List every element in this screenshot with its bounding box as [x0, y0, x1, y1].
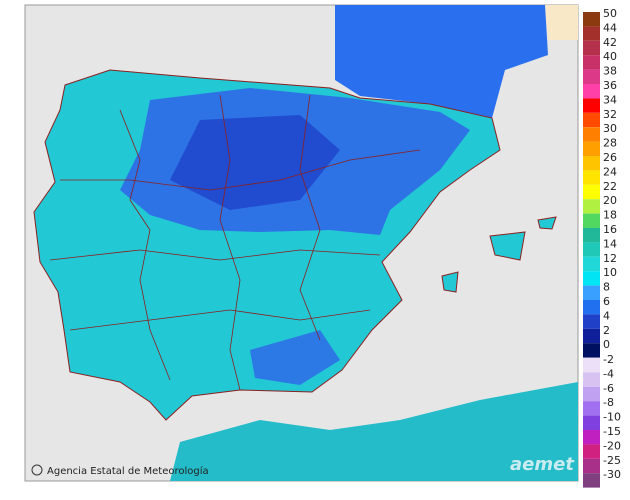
legend-label: -15: [603, 425, 621, 438]
legend-swatch: [583, 112, 600, 128]
legend-label: 16: [603, 223, 617, 236]
legend-label: 12: [603, 252, 617, 265]
legend-swatch: [583, 156, 600, 171]
legend-label: 24: [603, 165, 617, 178]
legend-swatch: [583, 228, 600, 243]
legend-swatch: [583, 256, 600, 272]
legend-label: -25: [603, 454, 621, 467]
legend-label: -8: [603, 396, 614, 409]
legend-swatch: [583, 300, 600, 315]
legend-swatch: [583, 84, 600, 99]
legend-label: 36: [603, 79, 617, 92]
legend-swatch: [583, 55, 600, 70]
legend: 5044424038363432302826242220181614121086…: [583, 7, 621, 488]
legend-swatch: [583, 69, 600, 84]
legend-label: -2: [603, 353, 614, 366]
legend-swatch: [583, 285, 600, 300]
legend-label: 30: [603, 122, 617, 135]
cold-south: [250, 330, 340, 385]
legend-swatch: [583, 199, 600, 214]
legend-label: 4: [603, 309, 610, 322]
legend-swatch: [583, 401, 600, 416]
legend-swatch: [583, 271, 600, 286]
ibiza: [441, 271, 459, 293]
credit: Agencia Estatal de Meteorología: [47, 465, 209, 477]
legend-swatch: [583, 386, 600, 402]
land-corner: [545, 5, 578, 40]
map: Agencia Estatal de Meteorología aemet: [24, 4, 579, 482]
legend-label: 14: [603, 237, 617, 250]
legend-swatch: [583, 415, 600, 430]
legend-label: 44: [603, 21, 617, 34]
legend-label: 22: [603, 180, 617, 193]
legend-swatch: [583, 213, 600, 228]
legend-swatch: [583, 458, 600, 474]
legend-swatch: [583, 242, 600, 257]
legend-label: 8: [603, 281, 610, 294]
legend-label: 10: [603, 266, 617, 279]
legend-label: -20: [603, 439, 621, 452]
legend-swatch: [583, 26, 600, 41]
legend-label: 2: [603, 324, 610, 337]
legend-swatch: [583, 184, 600, 200]
legend-swatch: [583, 328, 600, 344]
legend-swatch: [583, 314, 600, 329]
legend-label: -10: [603, 411, 621, 424]
legend-swatch: [583, 170, 600, 185]
legend-label: 40: [603, 50, 617, 63]
legend-label: 42: [603, 36, 617, 49]
africa: [170, 382, 578, 481]
legend-label: 26: [603, 151, 617, 164]
legend-label: 18: [603, 209, 617, 222]
legend-label: -4: [603, 367, 614, 380]
legend-label: 0: [603, 338, 610, 351]
mallorca: [489, 231, 526, 261]
legend-label: -6: [603, 382, 614, 395]
legend-swatch: [583, 430, 600, 445]
legend-label: 6: [603, 295, 610, 308]
copyright-icon: [31, 464, 43, 476]
legend-swatch: [583, 358, 600, 373]
france: [335, 5, 548, 118]
legend-swatch: [583, 473, 600, 488]
legend-swatch: [583, 98, 600, 113]
legend-swatch: [583, 343, 600, 358]
legend-label: 34: [603, 93, 617, 106]
menorca: [537, 216, 557, 230]
cold-core: [170, 115, 340, 210]
legend-label: 38: [603, 65, 617, 78]
legend-swatch: [583, 444, 600, 459]
borders: [49, 94, 421, 391]
legend-swatch: [583, 40, 600, 56]
legend-label: 32: [603, 108, 617, 121]
legend-label: -30: [603, 468, 621, 481]
legend-label: 28: [603, 137, 617, 150]
logo: aemet: [510, 454, 575, 475]
legend-swatch: [583, 12, 600, 27]
legend-label: 50: [603, 7, 617, 20]
legend-label: 20: [603, 194, 617, 207]
legend-swatch: [583, 372, 600, 387]
legend-swatch: [583, 141, 600, 156]
legend-swatch: [583, 127, 600, 142]
